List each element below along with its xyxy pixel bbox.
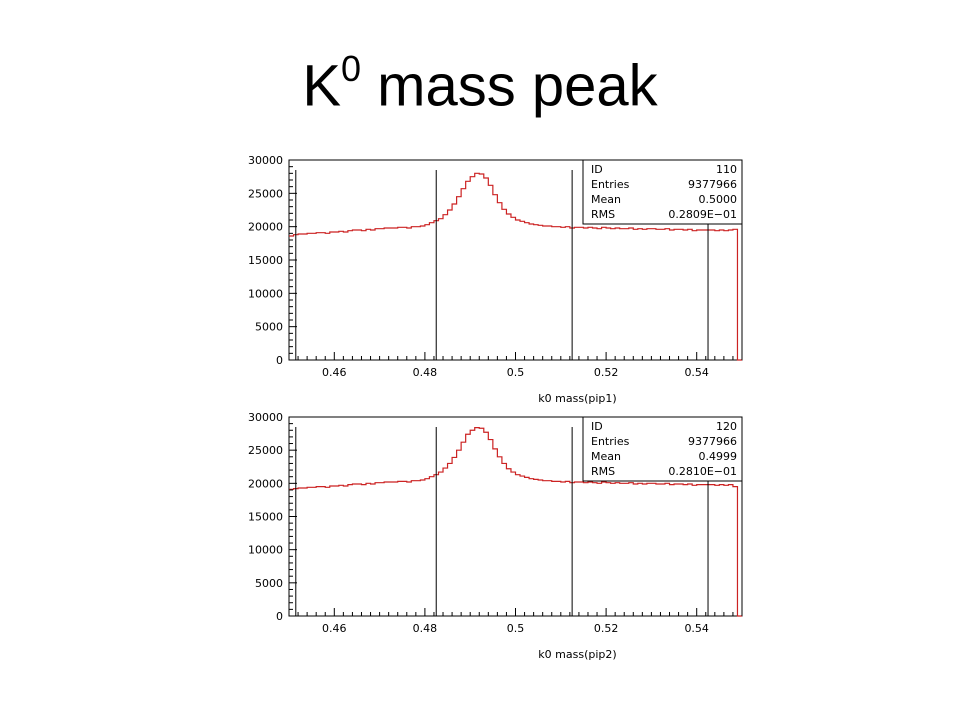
histogram-panel-1: 0 5000 10000 15000 20000 25000 30000 0.46 0.48 0.… bbox=[248, 154, 743, 405]
stats-label-mean: Mean bbox=[591, 193, 621, 206]
x-axis-label: k0 mass(pip2) bbox=[538, 648, 616, 661]
stats-box bbox=[582, 416, 743, 482]
stats-value-entries: 9377966 bbox=[688, 178, 737, 191]
stats-value-rms: 0.2810E−01 bbox=[668, 465, 737, 478]
slide-title: K0 mass peak bbox=[0, 48, 960, 119]
stats-box bbox=[582, 159, 743, 225]
title-superscript: 0 bbox=[341, 48, 362, 89]
x-tick-label: 0.52 bbox=[594, 622, 619, 635]
y-tick-label: 25000 bbox=[248, 187, 283, 200]
stats-value-rms: 0.2809E−01 bbox=[668, 208, 737, 221]
stats-label-id: ID bbox=[591, 420, 603, 433]
stats-label-rms: RMS bbox=[591, 208, 615, 221]
y-tick-label: 10000 bbox=[248, 287, 283, 300]
y-tick-label: 25000 bbox=[248, 444, 283, 457]
histogram-line bbox=[289, 427, 742, 617]
histogram-panel-2: 0 5000 10000 15000 20000 25000 30000 0.46 0.48 0.… bbox=[248, 411, 743, 661]
y-tick-label: 15000 bbox=[248, 254, 283, 267]
x-tick-label: 0.5 bbox=[507, 366, 525, 379]
x-tick-label: 0.54 bbox=[684, 622, 709, 635]
x-tick-label: 0.48 bbox=[413, 366, 438, 379]
title-main: K bbox=[302, 53, 342, 119]
y-tick-label: 15000 bbox=[248, 511, 283, 524]
y-tick-label: 20000 bbox=[248, 221, 283, 234]
title-rest: mass peak bbox=[361, 53, 658, 119]
stats-label-id: ID bbox=[591, 163, 603, 176]
stats-value-entries: 9377966 bbox=[688, 435, 737, 448]
x-tick-label: 0.46 bbox=[322, 366, 347, 379]
x-tick-label: 0.48 bbox=[413, 622, 438, 635]
stats-value-id: 120 bbox=[716, 420, 737, 433]
y-tick-label: 20000 bbox=[248, 477, 283, 490]
y-tick-label: 0 bbox=[276, 354, 283, 367]
x-axis-label: k0 mass(pip1) bbox=[538, 392, 616, 405]
x-tick-label: 0.46 bbox=[322, 622, 347, 635]
y-tick-label: 10000 bbox=[248, 544, 283, 557]
x-tick-label: 0.5 bbox=[507, 622, 525, 635]
stats-value-mean: 0.4999 bbox=[699, 450, 738, 463]
stats-value-id: 110 bbox=[716, 163, 737, 176]
stats-value-mean: 0.5000 bbox=[699, 193, 738, 206]
y-tick-label: 0 bbox=[276, 610, 283, 623]
y-tick-label: 30000 bbox=[248, 154, 283, 167]
histogram-line bbox=[289, 172, 742, 361]
stats-label-entries: Entries bbox=[591, 178, 630, 191]
x-tick-label: 0.52 bbox=[594, 366, 619, 379]
x-tick-label: 0.54 bbox=[684, 366, 709, 379]
stats-label-rms: RMS bbox=[591, 465, 615, 478]
stats-label-mean: Mean bbox=[591, 450, 621, 463]
y-tick-label: 5000 bbox=[255, 577, 283, 590]
y-tick-label: 5000 bbox=[255, 321, 283, 334]
y-tick-label: 30000 bbox=[248, 411, 283, 424]
stats-label-entries: Entries bbox=[591, 435, 630, 448]
